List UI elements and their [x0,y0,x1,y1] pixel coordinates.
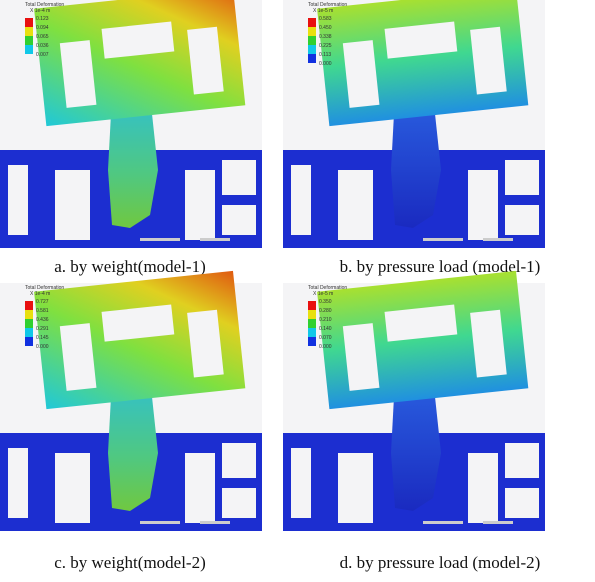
legend-swatch [25,18,33,27]
legend-swatch [308,45,316,54]
legend-unit: X 1e-5 m [313,291,333,297]
base-hole [338,170,373,240]
legend-label: 0.094 [36,25,49,31]
legend-swatch [25,45,33,54]
legend-swatch [25,319,33,328]
legend-label: 0.436 [36,317,49,323]
base-hole [505,160,539,195]
frame [34,0,245,126]
base-hole [55,453,90,523]
caption: d. by pressure load (model-2) [340,553,541,572]
base-hole [222,443,256,478]
legend-label: 0.338 [319,34,332,40]
legend-swatch [308,27,316,36]
base-hole [505,443,539,478]
legend-swatch [308,337,316,346]
base-hole [185,453,215,523]
legend-label: 0.000 [319,61,332,67]
legend-swatch [308,301,316,310]
legend-swatch [308,328,316,337]
legend-label: 0.291 [36,326,49,332]
scale-bar [423,521,463,524]
frame [317,271,528,409]
legend-label: 0.000 [319,344,332,350]
base-hole [338,453,373,523]
legend-label: 0.113 [319,52,331,58]
legend-swatch [308,319,316,328]
legend-label: 0.450 [319,25,332,31]
legend-swatch [308,36,316,45]
scale-bar [200,238,230,241]
base-hole [505,488,539,518]
base-hole [505,205,539,235]
legend-label: 0.350 [319,299,332,305]
base-hole [185,170,215,240]
legend-swatch [25,27,33,36]
legend-label: 0.140 [319,326,332,332]
base-hole [55,170,90,240]
legend-label: 0.123 [36,16,49,22]
frame [317,0,528,126]
legend-label: 0.036 [36,43,49,49]
base-hole [8,448,28,518]
legend-swatch [25,301,33,310]
scale-bar [423,238,463,241]
base-hole [468,170,498,240]
legend-swatch [308,54,316,63]
base-hole [222,488,256,518]
legend-label: 0.210 [319,317,332,323]
legend-unit: X 1e-4 m [30,8,50,14]
base-hole [468,453,498,523]
legend-swatch [25,328,33,337]
base-hole [8,165,28,235]
scale-bar [140,521,180,524]
legend-label: 0.581 [36,308,49,314]
legend-label: 0.145 [36,335,49,341]
legend-unit: X 1e-4 m [30,291,50,297]
caption: c. by weight(model-2) [54,553,206,572]
legend-swatch [25,337,33,346]
legend-swatch [25,36,33,45]
legend-swatch [308,310,316,319]
base-hole [291,165,311,235]
caption: a. by weight(model-1) [54,257,206,276]
legend-label: 0.583 [319,16,332,22]
legend-label: 0.225 [319,43,332,49]
legend-swatch [308,18,316,27]
base-hole [291,448,311,518]
scale-bar [200,521,230,524]
legend-label: 0.000 [36,344,49,350]
legend-swatch [25,310,33,319]
legend-label: 0.070 [319,335,332,341]
legend-label: 0.727 [36,299,49,305]
legend-label: 0.007 [36,52,49,58]
scale-bar [483,238,513,241]
base-hole [222,160,256,195]
legend-unit: X 1e-5 m [313,8,333,14]
scale-bar [140,238,180,241]
legend-label: 0.280 [319,308,332,314]
legend-label: 0.065 [36,34,49,40]
figure: Total DeformationX 1e-4 m0.1230.0940.065… [0,0,595,582]
scale-bar [483,521,513,524]
base-hole [222,205,256,235]
frame [34,271,245,409]
